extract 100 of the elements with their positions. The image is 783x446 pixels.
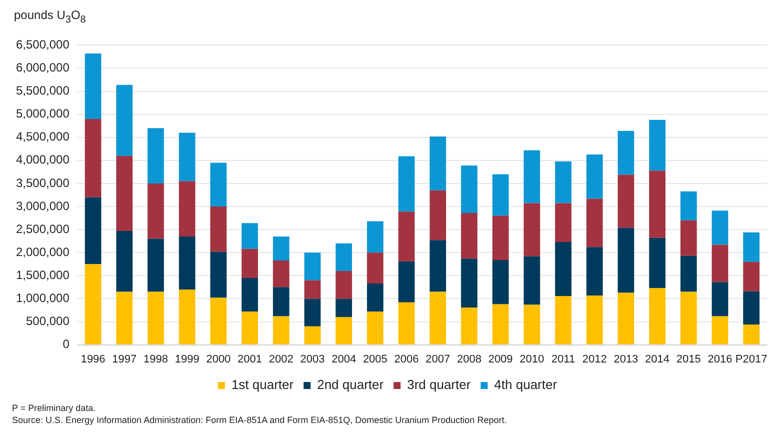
bar xyxy=(712,210,728,245)
bar xyxy=(210,206,227,252)
bar xyxy=(743,324,760,344)
bar xyxy=(272,316,290,344)
bar xyxy=(366,221,384,253)
bar xyxy=(555,242,572,296)
bar xyxy=(712,316,728,344)
bar xyxy=(680,256,697,292)
x-tick-label: 2007 xyxy=(426,353,450,366)
bar xyxy=(366,283,384,312)
bar xyxy=(242,278,258,312)
bar xyxy=(618,292,634,344)
y-tick-label: 5,500,000 xyxy=(16,84,70,98)
x-tick-label: 2015 xyxy=(676,353,701,366)
x-tick-label: 2006 xyxy=(394,353,419,366)
bar xyxy=(586,295,603,344)
bar xyxy=(430,292,446,344)
bar xyxy=(304,280,321,299)
bar xyxy=(210,162,227,207)
bar xyxy=(148,183,164,239)
bar xyxy=(461,212,478,259)
x-tick-label: 2002 xyxy=(268,353,294,366)
bar xyxy=(84,197,102,264)
bar xyxy=(148,238,164,292)
bar xyxy=(524,256,540,305)
bar xyxy=(649,120,666,171)
y-tick-label: 2,000,000 xyxy=(16,244,70,259)
y-axis-title: pounds U$_{3}$O$_{8}$ xyxy=(13,8,87,28)
x-tick-label: 2001 xyxy=(238,353,262,366)
bar xyxy=(84,53,102,119)
bar xyxy=(430,190,446,240)
bar xyxy=(524,203,540,256)
bar xyxy=(492,260,509,304)
bar xyxy=(272,260,290,288)
y-tick-label: 3,000,000 xyxy=(16,198,70,213)
y-tick-label: 4,500,000 xyxy=(16,130,70,144)
y-tick-label: 6,000,000 xyxy=(16,60,70,75)
bar xyxy=(116,156,133,231)
x-tick-label: 2014 xyxy=(645,353,670,366)
bar xyxy=(398,156,415,212)
bar xyxy=(743,291,760,325)
x-tick-label: 1999 xyxy=(174,353,200,366)
bar xyxy=(210,252,227,298)
bar xyxy=(304,326,321,344)
bar xyxy=(178,132,196,182)
bar xyxy=(84,264,102,344)
y-tick-label: 500,000 xyxy=(26,314,70,328)
bar xyxy=(586,247,603,296)
bar xyxy=(555,296,572,344)
bar xyxy=(524,150,540,204)
x-tick-label: 1998 xyxy=(144,353,168,366)
x-tick-label: 1996 xyxy=(80,353,106,366)
x-tick-label: P2017 xyxy=(735,353,768,366)
y-tick-label: 6,500,000 xyxy=(16,38,70,52)
bar xyxy=(461,307,478,344)
bar xyxy=(618,228,634,293)
x-tick-label: 2013 xyxy=(614,353,638,366)
bar xyxy=(178,236,196,290)
bar xyxy=(336,298,352,318)
bar xyxy=(649,238,666,288)
bar xyxy=(336,317,352,344)
bar xyxy=(461,166,478,213)
x-tick-label: 2000 xyxy=(206,353,231,366)
x-tick-label: 2009 xyxy=(488,353,513,366)
bar xyxy=(178,289,196,344)
bar xyxy=(555,203,572,242)
bar xyxy=(618,174,634,228)
x-tick-label: 1997 xyxy=(112,353,137,366)
bar xyxy=(116,84,133,156)
bar xyxy=(680,292,697,344)
y-tick-label: 5,000,000 xyxy=(16,106,70,121)
bar xyxy=(743,262,760,292)
y-tick-label: 1,000,000 xyxy=(16,291,70,306)
bar xyxy=(649,170,666,238)
bar xyxy=(555,161,572,204)
bar xyxy=(148,292,164,344)
bar xyxy=(178,181,196,236)
bar xyxy=(242,312,258,344)
source-note: Source: U.S. Energy Information Administration: Form EIA-851A and Form EIA-851Q, Domestic Uranium Production Report. xyxy=(11,414,508,426)
bar xyxy=(148,128,164,184)
bar xyxy=(492,174,509,216)
bar xyxy=(210,298,227,344)
bar xyxy=(272,236,290,260)
bar xyxy=(272,287,290,316)
text: P = Preliminary data. xyxy=(11,402,97,414)
y-tick-label: 3,500,000 xyxy=(16,176,70,190)
bar xyxy=(586,154,603,199)
x-tick-label: 2010 xyxy=(520,353,544,366)
bar xyxy=(398,261,415,302)
bar xyxy=(116,292,133,344)
bar xyxy=(304,252,321,280)
y-tick-label: 2,500,000 xyxy=(16,222,70,236)
bar xyxy=(680,191,697,220)
bar xyxy=(336,271,352,299)
y-tick-label: 4,000,000 xyxy=(16,152,70,167)
y-tick-label: 1,500,000 xyxy=(16,268,70,282)
x-tick-label: 2016 xyxy=(708,353,732,366)
x-tick-label: 2004 xyxy=(332,353,356,366)
bar xyxy=(366,252,384,284)
y-tick-label: 0 xyxy=(62,337,70,352)
